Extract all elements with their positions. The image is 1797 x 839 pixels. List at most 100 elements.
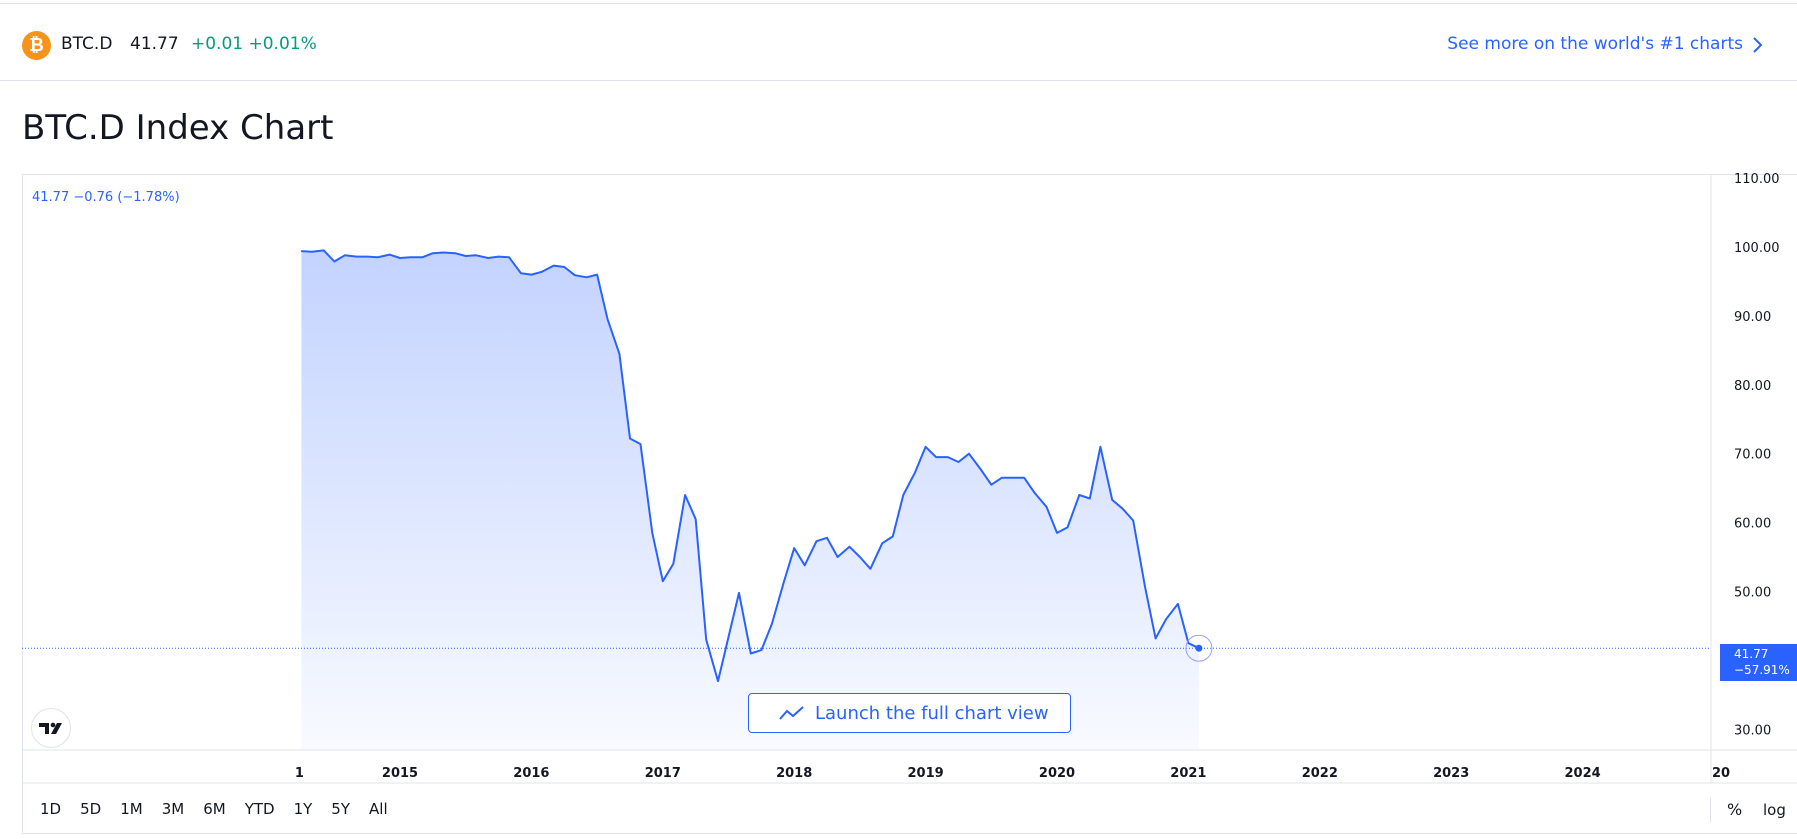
x-tick-label: 2021 (1170, 766, 1206, 781)
data-point (574, 274, 576, 276)
series-line (301, 249, 1200, 683)
data-point (629, 437, 631, 440)
data-point (563, 266, 565, 268)
data-point (530, 273, 533, 276)
data-point (1187, 642, 1189, 644)
x-tick-label: 2022 (1302, 766, 1338, 781)
y-tick-label: 80.00 (1734, 379, 1771, 394)
x-tick-label: 2024 (1565, 766, 1601, 781)
data-point (1154, 637, 1157, 639)
data-point (508, 256, 510, 258)
last-point-halo (1185, 634, 1213, 662)
data-point (1122, 508, 1124, 510)
x-tick-label: 2018 (776, 766, 812, 781)
data-point (585, 276, 588, 278)
x-tick-label: 2019 (908, 766, 944, 781)
data-point (1023, 477, 1025, 479)
data-point (760, 649, 762, 651)
range-button-all[interactable]: All (369, 800, 388, 818)
ticker-change: +0.01 +0.01% (191, 34, 317, 54)
last-point-marker (1195, 644, 1203, 652)
data-point (432, 252, 434, 254)
x-tick-label: 2023 (1433, 766, 1469, 781)
launch-full-chart-button[interactable]: Launch the full chart view (748, 693, 1071, 733)
chart-line-icon (779, 706, 804, 720)
data-point (311, 251, 313, 253)
x-tick-label: 2016 (513, 766, 549, 781)
range-button-1m[interactable]: 1M (120, 800, 143, 818)
data-point (300, 250, 303, 252)
data-point (815, 540, 818, 542)
data-point (421, 256, 423, 258)
data-point (596, 273, 598, 276)
ticker-price: 41.77 (130, 34, 179, 54)
range-button-5y[interactable]: 5Y (331, 800, 351, 818)
x-tick-label: 20 (1712, 766, 1730, 781)
y-tick-label: 50.00 (1734, 586, 1771, 601)
data-point (377, 256, 379, 258)
range-button-1y[interactable]: 1Y (293, 800, 313, 818)
data-point (333, 260, 335, 263)
data-point (892, 535, 894, 537)
range-button-1d[interactable]: 1D (40, 800, 62, 818)
bitcoin-icon: ₿ (22, 31, 51, 60)
ticker-bar: ₿ BTC.D 41.77 +0.01 +0.01% See more on t… (0, 4, 1797, 81)
data-point (705, 639, 707, 641)
data-point (750, 652, 752, 655)
y-tick-label: 60.00 (1734, 517, 1771, 532)
data-point (925, 446, 927, 448)
data-point (553, 265, 555, 267)
data-point (1099, 446, 1101, 448)
log-scale-button[interactable]: log (1763, 801, 1786, 819)
last-price-value: 41.77 (1734, 647, 1769, 661)
data-point (366, 256, 368, 258)
data-point (717, 680, 719, 682)
data-point (1013, 477, 1015, 479)
data-point (651, 532, 653, 534)
data-point (1177, 603, 1179, 605)
chevron-right-icon[interactable] (1748, 34, 1766, 56)
data-point (1165, 618, 1167, 620)
y-tick-label: 100.00 (1734, 241, 1780, 256)
x-tick-label: 1 (295, 766, 304, 781)
range-selector: 1D 5D 1M 3M 6M YTD 1Y 5Y All (40, 800, 407, 818)
data-point (639, 443, 642, 445)
page-title: BTC.D Index Chart (22, 108, 334, 148)
data-point (793, 547, 795, 549)
data-point (990, 484, 992, 486)
range-button-5d[interactable]: 5D (80, 800, 102, 818)
data-point (672, 563, 674, 565)
data-point (607, 318, 609, 320)
see-more-link[interactable]: See more on the world's #1 charts (1447, 34, 1743, 54)
data-point (881, 542, 883, 544)
percent-scale-button[interactable]: % (1727, 800, 1743, 819)
data-point (902, 494, 904, 496)
data-point (771, 623, 773, 625)
y-tick-label: 90.00 (1734, 310, 1771, 325)
x-tick-label: 2020 (1039, 766, 1075, 781)
data-point (783, 581, 785, 584)
data-point (947, 456, 949, 458)
chart-legend: 41.77 −0.76 (−1.78%) (32, 190, 180, 205)
data-point (1078, 494, 1080, 496)
y-tick-label: 30.00 (1734, 723, 1771, 738)
data-point (497, 256, 500, 258)
tradingview-logo-icon[interactable] (31, 708, 71, 748)
data-point (520, 272, 522, 274)
data-point (1056, 532, 1058, 534)
data-point (454, 252, 456, 254)
data-point (957, 461, 960, 463)
range-button-ytd[interactable]: YTD (244, 800, 275, 818)
ticker-symbol[interactable]: BTC.D (61, 34, 113, 54)
data-point (859, 556, 861, 558)
data-point (869, 568, 872, 570)
data-point (1001, 477, 1003, 479)
data-point (826, 537, 828, 539)
x-tick-label: 2015 (382, 766, 418, 781)
data-point (388, 253, 391, 256)
range-button-6m[interactable]: 6M (203, 800, 226, 818)
y-tick-label: 110.00 (1734, 172, 1780, 187)
range-button-3m[interactable]: 3M (161, 800, 185, 818)
data-point (487, 257, 489, 259)
